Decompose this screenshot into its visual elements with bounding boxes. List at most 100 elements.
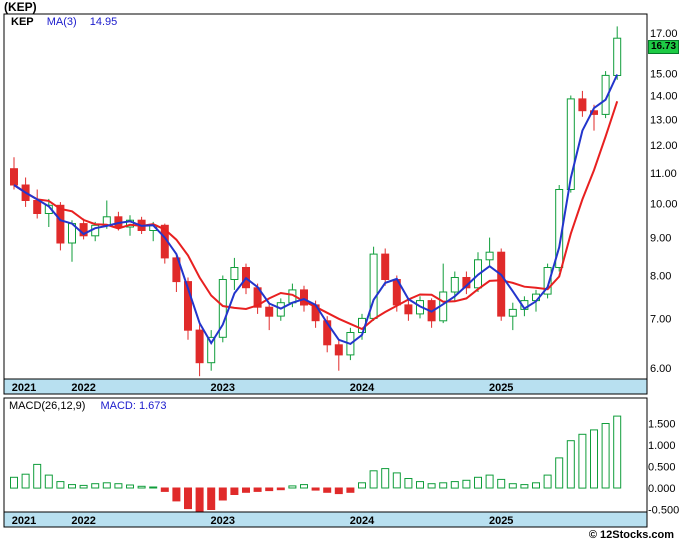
candle-body [184,281,192,331]
year-label: 2025 [489,515,513,527]
year-label: 2021 [12,515,36,527]
price-axis-label: 9.00 [650,233,671,245]
macd-bar [566,440,575,489]
macd-bar [33,463,42,489]
year-label: 2022 [71,382,95,394]
macd-bar [91,483,100,489]
candle-body [590,110,598,115]
macd-bar [265,487,274,492]
macd-bar [114,483,123,489]
macd-bar [601,423,610,489]
macd-bar [474,476,482,489]
macd-bar [508,483,517,489]
macd-bar [288,485,297,489]
candle-body [578,98,587,112]
legend-ma-value: 14.95 [89,16,118,28]
macd-params-label: MACD(26,12,9) [9,400,86,412]
candle-body [543,267,552,295]
macd-bar [346,487,355,493]
candle-body [300,289,308,306]
price-axis-label: 10.00 [650,199,678,211]
macd-bar [462,479,471,489]
candle-body [613,37,622,76]
macd-bar [392,472,401,489]
candle-body [230,267,239,280]
price-axis-label: 8.00 [650,271,671,283]
candle-body [566,98,575,190]
candle-body [601,74,610,115]
ma-slow-line [13,100,619,331]
macd-bar [68,484,76,489]
price-axis-label: 17.00 [650,28,678,40]
macd-date-band [3,511,648,528]
candle-body [218,279,227,338]
year-label: 2021 [12,382,36,394]
price-axis-label: 7.00 [650,313,671,325]
candle-body [404,304,413,315]
year-label: 2024 [350,515,375,527]
macd-bar [230,487,239,495]
macd-bar [427,483,436,489]
macd-bar [195,487,204,513]
macd-axis-label: 1.500 [648,419,676,431]
macd-bar [276,487,285,491]
candle-body [323,320,332,346]
macd-bar [578,433,587,489]
macd-axis-label: -0.500 [648,505,679,517]
macd-bar [311,487,320,491]
macd-bar [439,482,448,489]
candle-body [207,336,216,364]
macd-bar [381,468,390,489]
price-chart-legend: KEP MA(3) 14.95 [11,16,117,28]
macd-bar [242,487,250,493]
macd-bar [404,478,413,489]
macd-bar [126,484,134,489]
macd-legend: MACD(26,12,9) MACD: 1.673 [9,400,167,412]
price-axis-label: 12.00 [650,140,678,152]
macd-bar [485,474,494,489]
macd-bar [102,482,111,489]
candle-body [485,251,494,261]
price-axis-label: 14.00 [650,91,678,103]
macd-bar [44,474,53,489]
macd-bar [450,481,459,489]
macd-bar [56,481,65,489]
macd-bar [613,415,622,489]
year-label: 2022 [71,515,95,527]
macd-bar [543,474,552,489]
macd-axis-label: 0.500 [648,462,676,474]
watermark-copyright: © 12Stocks.com [588,529,674,541]
candle-body [508,308,517,317]
candle-body [172,257,181,283]
year-label: 2023 [211,515,235,527]
macd-bar [21,473,30,489]
price-axis-label: 11.00 [650,168,677,180]
macd-bar [207,487,216,510]
candle-body [10,168,18,186]
price-panel-border [3,13,648,380]
macd-value-label: MACD: 1.673 [100,400,167,412]
price-axis-label: 6.00 [650,363,671,375]
macd-bar [369,470,378,489]
macd-bar [416,481,424,489]
year-label: 2023 [211,382,235,394]
price-axis-label: 13.00 [650,114,678,126]
macd-bar [358,482,366,489]
macd-axis-label: 0.000 [648,483,676,495]
candle-body [56,204,65,244]
candle-body [450,277,459,293]
macd-bar [253,487,262,492]
macd-axis-label: 1.000 [648,440,676,452]
macd-bar [334,487,343,495]
macd-bar [532,482,540,489]
year-label: 2024 [350,382,375,394]
macd-bar [218,487,227,501]
legend-ma-label: MA(3) [46,16,77,28]
candle-body [497,251,506,317]
macd-bar [323,487,332,493]
candle-body [334,344,343,356]
macd-bar [79,484,88,489]
candle-body [195,329,204,364]
